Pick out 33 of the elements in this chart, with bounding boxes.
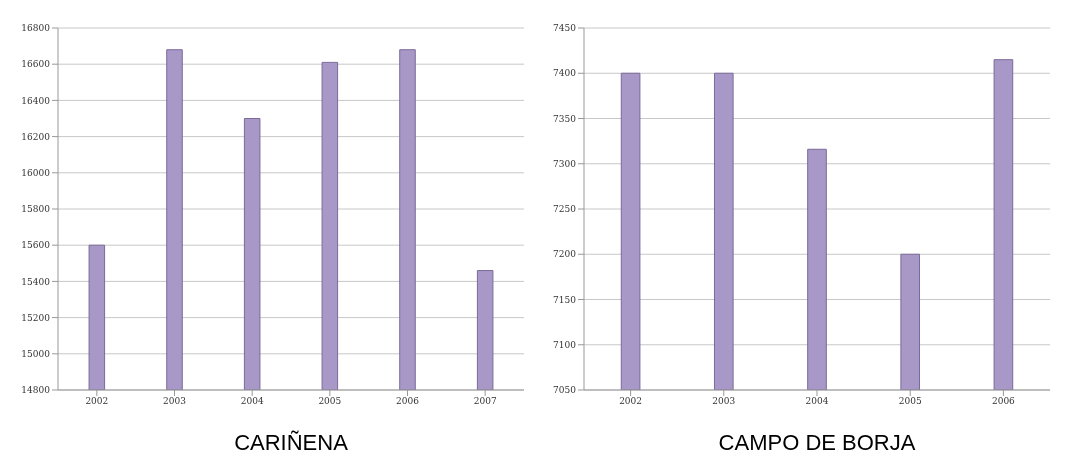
y-tick-label: 7150 xyxy=(553,294,577,305)
y-tick-label: 7400 xyxy=(553,68,577,79)
x-tick-label: 2002 xyxy=(85,396,109,407)
x-tick-label: 2005 xyxy=(318,396,342,407)
y-tick-label: 15600 xyxy=(21,240,51,251)
y-tick-label: 16000 xyxy=(21,168,51,178)
y-tick-label: 14800 xyxy=(21,385,51,396)
x-tick-label: 2004 xyxy=(240,396,264,407)
y-tick-label: 7350 xyxy=(553,113,577,124)
x-tick-label: 2006 xyxy=(991,396,1016,407)
x-tick-label: 2003 xyxy=(712,396,736,407)
y-tick-label: 15400 xyxy=(21,276,51,287)
x-tick-label: 2004 xyxy=(805,396,829,407)
y-tick-label: 7450 xyxy=(553,23,577,34)
y-tick-label: 7100 xyxy=(553,339,577,350)
x-axis-title: CARIÑENA xyxy=(234,430,349,455)
y-tick-label: 7300 xyxy=(553,158,577,169)
x-tick-label: 2003 xyxy=(163,396,187,407)
y-tick-label: 16600 xyxy=(21,59,51,70)
x-axis-title: CAMPO DE BORJA xyxy=(718,430,916,455)
y-tick-label: 15000 xyxy=(21,348,51,359)
y-tick-label: 16200 xyxy=(21,131,51,142)
y-tick-label: 15800 xyxy=(21,204,51,215)
x-tick-label: 2006 xyxy=(396,396,420,407)
y-tick-label: 16400 xyxy=(21,95,51,106)
x-tick-label: 2005 xyxy=(898,396,922,407)
y-tick-label: 16800 xyxy=(21,23,51,34)
x-tick-label: 2002 xyxy=(619,396,643,407)
y-tick-label: 7200 xyxy=(553,249,577,260)
y-tick-label: 15200 xyxy=(21,312,51,323)
y-tick-label: 7250 xyxy=(553,204,577,215)
y-tick-label: 7050 xyxy=(553,385,577,396)
x-tick-label: 2007 xyxy=(473,396,497,407)
